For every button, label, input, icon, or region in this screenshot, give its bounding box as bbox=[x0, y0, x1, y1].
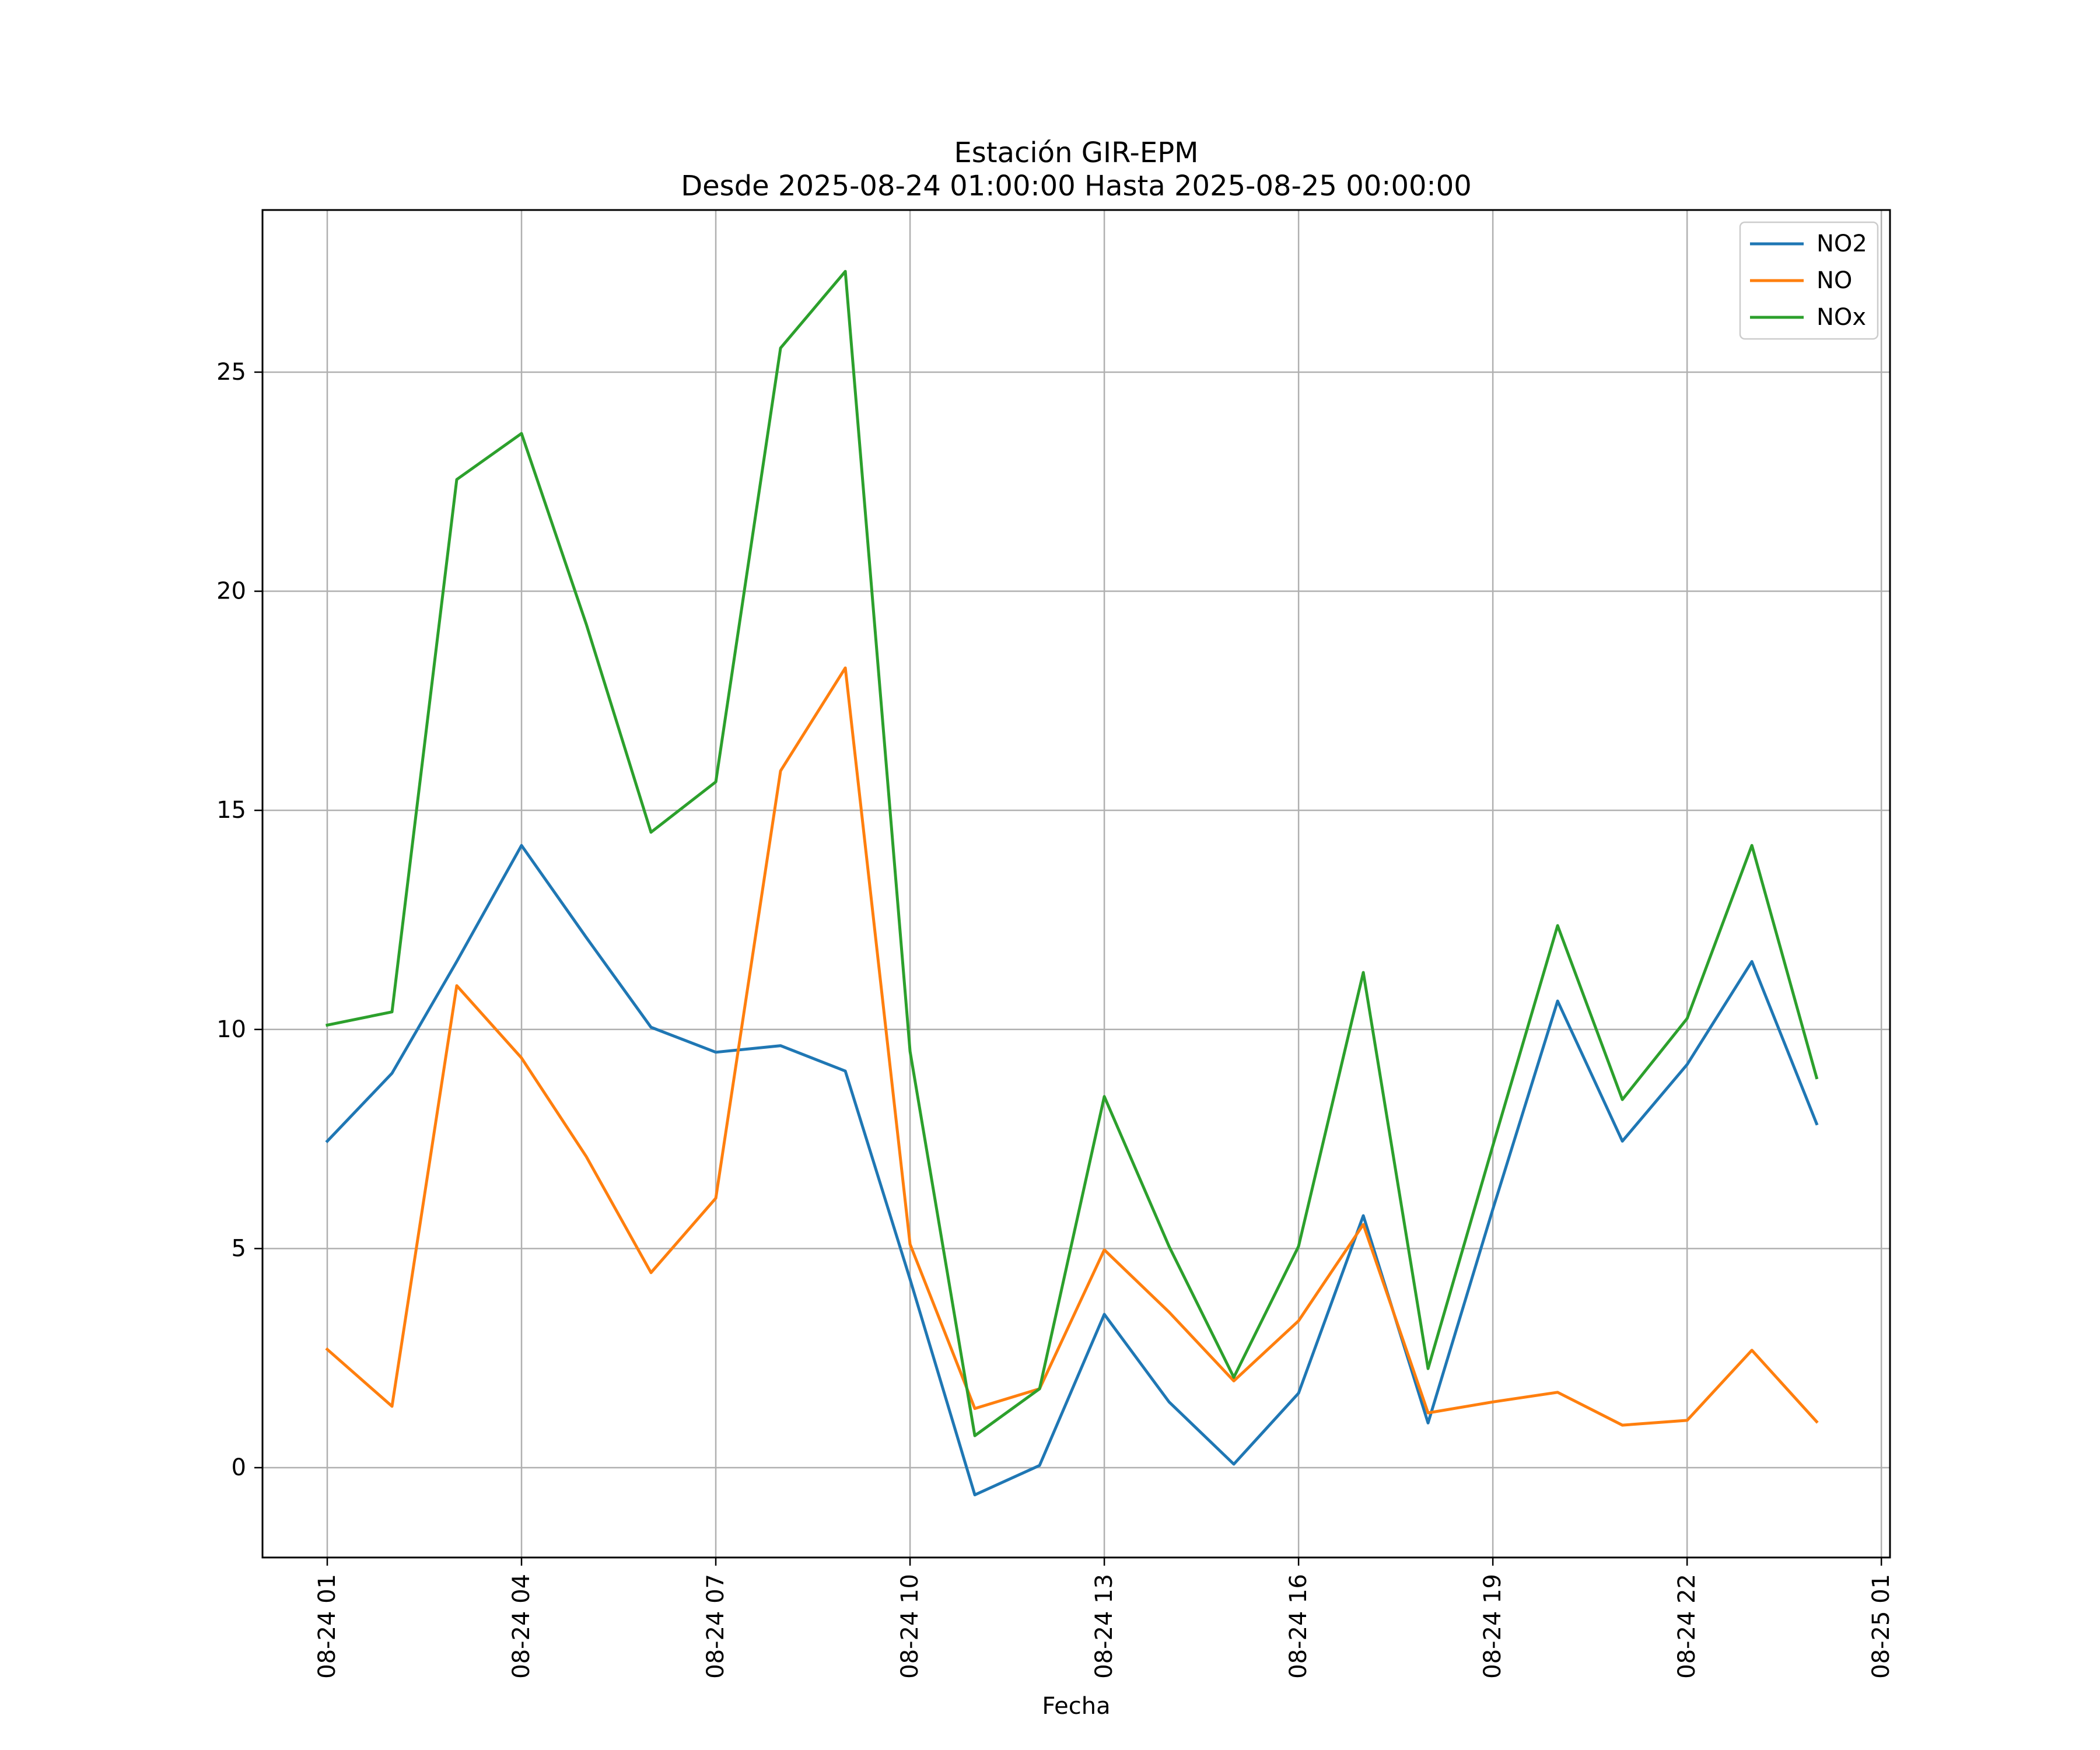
legend-box bbox=[1739, 221, 1879, 340]
y-tick-label: 20 bbox=[216, 578, 246, 605]
x-tick-label: 08-24 22 bbox=[1674, 1574, 1700, 1679]
y-tick-label: 0 bbox=[232, 1454, 246, 1481]
chart-title: Estación GIR-EPM bbox=[954, 136, 1198, 169]
x-tick-label: 08-24 07 bbox=[702, 1574, 729, 1679]
y-tick-label: 15 bbox=[216, 797, 246, 824]
x-axis-label: Fecha bbox=[1042, 1693, 1110, 1720]
x-tick-label: 08-24 10 bbox=[897, 1574, 923, 1679]
x-tick-label: 08-24 19 bbox=[1479, 1574, 1506, 1679]
series-line-nox bbox=[326, 270, 1819, 1437]
y-tick-label: 10 bbox=[216, 1016, 246, 1043]
x-tick-label: 08-24 13 bbox=[1091, 1574, 1118, 1679]
x-tick-label: 08-25 01 bbox=[1868, 1574, 1895, 1679]
series-line-no2 bbox=[325, 844, 1819, 1497]
x-tick-label: 08-24 01 bbox=[314, 1574, 341, 1679]
series-line-no bbox=[325, 666, 1819, 1427]
grid bbox=[262, 210, 1890, 1558]
y-tick-label: 5 bbox=[232, 1235, 246, 1262]
plot-frame bbox=[261, 209, 1891, 1559]
x-tick-label: 08-24 16 bbox=[1285, 1574, 1312, 1679]
axes: 08-24 01 08-24 04 08-24 07 08-24 10 08-24 13… bbox=[216, 359, 1895, 1679]
legend-label-no2: NO2 bbox=[1817, 230, 1867, 257]
legend-label-nox: NOx bbox=[1817, 304, 1866, 331]
legend: NO2 NO NOx bbox=[1739, 221, 1879, 340]
series-layer bbox=[325, 270, 1819, 1497]
x-tick-label: 08-24 04 bbox=[508, 1574, 535, 1679]
y-tick-label: 25 bbox=[216, 359, 246, 386]
chart-subtitle: Desde 2025-08-24 01:00:00 Hasta 2025-08-… bbox=[681, 170, 1472, 202]
legend-label-no: NO bbox=[1817, 267, 1852, 294]
